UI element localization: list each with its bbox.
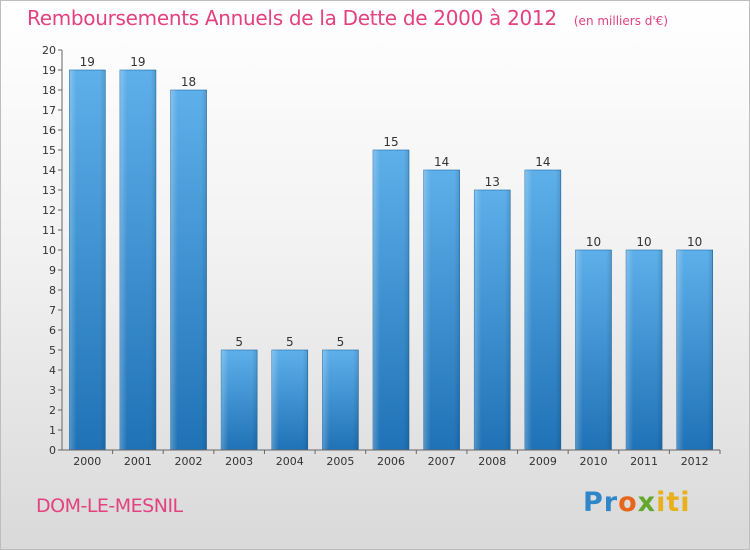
chart-title: Remboursements Annuels de la Dette de 20… — [27, 6, 557, 30]
bar-value-label: 19 — [130, 55, 145, 69]
x-tick-label: 2000 — [73, 455, 101, 468]
y-tick-label: 20 — [42, 44, 56, 57]
city-name: DOM-LE-MESNIL — [36, 495, 183, 517]
y-tick-label: 3 — [49, 384, 56, 397]
bar-shading — [626, 250, 663, 450]
y-tick-label: 16 — [42, 124, 56, 137]
bar-value-label: 5 — [286, 335, 294, 349]
bar-value-label: 18 — [181, 75, 196, 89]
x-tick-label: 2006 — [377, 455, 405, 468]
bars: 19 19 18 5 5 5 15 14 13 14 10 10 10 — [69, 55, 713, 451]
x-tick-label: 2007 — [428, 455, 456, 468]
y-tick-label: 13 — [42, 184, 56, 197]
y-tick-label: 15 — [42, 144, 56, 157]
x-tick-label: 2004 — [276, 455, 304, 468]
bar-shading — [676, 250, 713, 450]
y-tick-label: 12 — [42, 204, 56, 217]
bar-value-label: 10 — [687, 235, 702, 249]
bar-shading — [170, 90, 207, 450]
x-tick-label: 2002 — [175, 455, 203, 468]
bar-value-label: 13 — [485, 175, 500, 189]
bar-value-label: 14 — [434, 155, 449, 169]
bar-value-label: 10 — [586, 235, 601, 249]
bar-value-label: 5 — [235, 335, 243, 349]
bar-value-label: 19 — [80, 55, 95, 69]
y-tick-label: 5 — [49, 344, 56, 357]
y-tick-label: 0 — [49, 444, 56, 457]
y-tick-label: 2 — [49, 404, 56, 417]
bar-shading — [423, 170, 460, 450]
y-tick-label: 10 — [42, 244, 56, 257]
y-tick-label: 7 — [49, 304, 56, 317]
bar-value-label: 15 — [383, 135, 398, 149]
x-tick-label: 2010 — [579, 455, 607, 468]
x-tick-label: 2012 — [681, 455, 709, 468]
y-tick-label: 4 — [49, 364, 56, 377]
bar-value-label: 14 — [535, 155, 550, 169]
y-tick-label: 6 — [49, 324, 56, 337]
logo-letters-2: o — [618, 487, 638, 518]
bar-shading — [322, 350, 359, 450]
y-tick-label: 1 — [49, 424, 56, 437]
x-axis: 2000 2001 2002 2003 2004 2005 2006 2007 2008 2009… — [62, 449, 721, 468]
bar-shading — [69, 70, 106, 450]
bar-shading — [524, 170, 561, 450]
y-tick-label: 11 — [42, 224, 56, 237]
x-tick-label: 2009 — [529, 455, 557, 468]
y-tick-label: 9 — [49, 264, 56, 277]
x-tick-label: 2001 — [124, 455, 152, 468]
proxiti-logo: Proxiti — [583, 487, 691, 518]
y-tick-label: 8 — [49, 284, 56, 297]
chart-title-block: Remboursements Annuels de la Dette de 20… — [27, 6, 668, 30]
bar-value-label: 5 — [337, 335, 345, 349]
logo-letters-3: x — [637, 487, 657, 518]
y-tick-label: 14 — [42, 164, 56, 177]
bar-shading — [373, 150, 409, 450]
y-tick-label: 18 — [42, 84, 56, 97]
bar-shading — [575, 250, 612, 450]
logo-letters-4: iti — [656, 487, 691, 518]
bar-shading — [221, 350, 258, 450]
chart-subtitle: (en milliers d'€) — [573, 14, 668, 28]
x-tick-label: 2008 — [478, 455, 506, 468]
y-tick-label: 19 — [42, 64, 56, 77]
x-tick-label: 2003 — [225, 455, 253, 468]
bar-value-label: 10 — [636, 235, 651, 249]
x-tick-label: 2005 — [326, 455, 354, 468]
bar-shading — [119, 70, 156, 450]
bar-shading — [474, 190, 511, 450]
y-tick-label: 17 — [42, 104, 56, 117]
bar-shading — [271, 350, 308, 450]
logo-letters-1: Pr — [583, 487, 619, 518]
x-tick-label: 2011 — [630, 455, 658, 468]
